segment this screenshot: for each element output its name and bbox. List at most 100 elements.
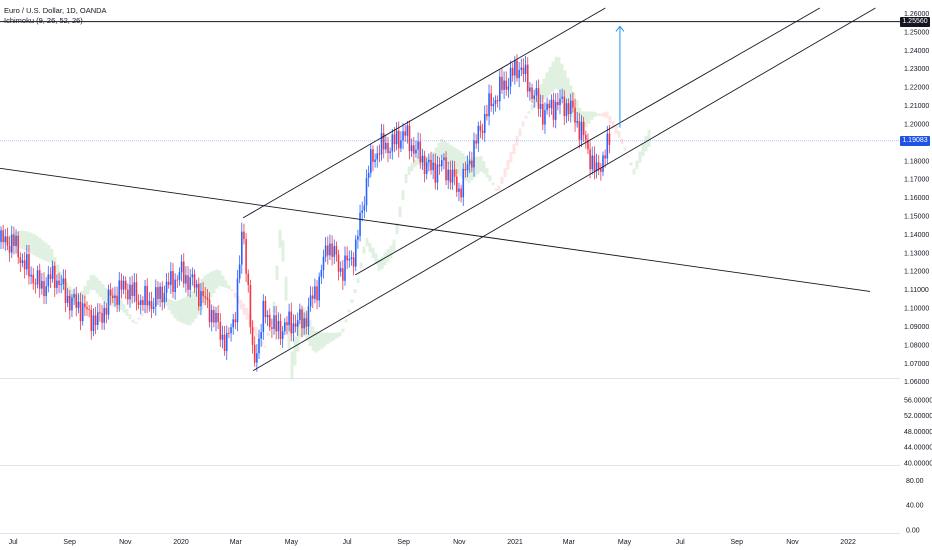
cloud-band-up bbox=[350, 299, 354, 303]
candle-body bbox=[481, 130, 484, 133]
candle-body bbox=[112, 295, 114, 298]
candle-body bbox=[172, 271, 174, 292]
cloud-band-up bbox=[185, 296, 189, 325]
candle-body bbox=[47, 274, 50, 287]
cloud-band-up bbox=[629, 162, 633, 166]
cloud-band-up bbox=[368, 242, 372, 253]
axes: 1.26000 1.25000 1.24000 1.23000 1.22000 1.210… bbox=[0, 11, 932, 546]
cloud-band-up bbox=[167, 299, 171, 310]
candle-body bbox=[94, 315, 97, 325]
candle-body bbox=[84, 303, 86, 308]
candle-body bbox=[124, 280, 127, 290]
candle-body bbox=[597, 162, 600, 169]
symbol-title[interactable]: Euro / U.S. Dollar, 1D, OANDA bbox=[4, 6, 107, 15]
cloud-band-down bbox=[623, 147, 627, 151]
candle-body bbox=[281, 331, 284, 339]
channel-middle-line[interactable] bbox=[355, 7, 821, 276]
candle-body bbox=[352, 257, 355, 267]
candle-body bbox=[322, 256, 325, 271]
cloud-band-up bbox=[134, 322, 138, 324]
cloud-band-up bbox=[491, 182, 495, 186]
candle-body bbox=[204, 296, 207, 298]
cloud-band-up bbox=[188, 294, 192, 326]
candle-body bbox=[273, 315, 275, 329]
trend-drawings[interactable] bbox=[0, 7, 900, 372]
candle-body bbox=[193, 274, 196, 288]
cloud-band-up bbox=[95, 277, 99, 294]
candle-body bbox=[133, 282, 136, 296]
cloud-band-down bbox=[614, 126, 618, 134]
candle-body bbox=[107, 289, 110, 315]
candle-body bbox=[249, 285, 252, 328]
cloud-band-up bbox=[92, 274, 96, 291]
cloud-band-down bbox=[242, 303, 246, 315]
cloud-band-up bbox=[83, 285, 87, 300]
candle-body bbox=[537, 88, 540, 109]
cloud-band-up bbox=[581, 111, 585, 131]
candle-body bbox=[327, 245, 329, 256]
candle-body bbox=[15, 235, 17, 246]
candle-body bbox=[223, 334, 226, 351]
candle-body bbox=[453, 169, 456, 177]
cloud-band-up bbox=[482, 161, 486, 174]
chart-legend: Euro / U.S. Dollar, 1D, OANDA Ichimoku (… bbox=[4, 6, 107, 26]
candle-body bbox=[542, 103, 544, 125]
cloud-band-up bbox=[212, 270, 216, 294]
indicator-tick-label: 44.00000 bbox=[904, 445, 932, 452]
oscillator-tick-label: 40.00 bbox=[906, 503, 924, 510]
candle-body bbox=[266, 314, 269, 318]
long-downtrend-line[interactable] bbox=[0, 166, 871, 292]
price-tick-label: 1.11000 bbox=[904, 287, 929, 294]
cloud-band-up bbox=[299, 308, 303, 338]
price-tick-label: 1.09000 bbox=[904, 324, 929, 331]
candle-body bbox=[213, 310, 215, 323]
price-tick-label: 1.15000 bbox=[904, 214, 929, 221]
candle-body bbox=[370, 149, 372, 174]
candle-body bbox=[479, 125, 482, 131]
cloud-band-up bbox=[572, 92, 576, 122]
candle-body bbox=[535, 88, 538, 96]
candle-body bbox=[253, 344, 256, 363]
cloud-band-up bbox=[191, 290, 195, 323]
candle-body bbox=[56, 280, 58, 288]
cloud-band-up bbox=[308, 320, 312, 347]
candle-body bbox=[367, 173, 370, 178]
candle-body bbox=[563, 96, 566, 117]
time-tick-label: Jul bbox=[9, 539, 18, 546]
candle-body bbox=[503, 80, 505, 90]
candle-body bbox=[264, 300, 267, 318]
candle-body bbox=[520, 67, 523, 70]
channel-lower-line[interactable] bbox=[252, 7, 876, 372]
candle-body bbox=[4, 236, 7, 243]
cloud-band-down bbox=[521, 121, 525, 127]
candle-body bbox=[219, 321, 222, 340]
cloud-band-down bbox=[503, 168, 507, 178]
candle-body bbox=[382, 133, 385, 150]
cloud-band-up bbox=[215, 269, 219, 289]
candle-body bbox=[163, 292, 166, 303]
candle-body bbox=[122, 280, 125, 290]
cloud-band-up bbox=[281, 240, 285, 262]
candle-body bbox=[0, 230, 2, 242]
candle-body bbox=[51, 265, 54, 279]
candle-body bbox=[574, 107, 576, 123]
cloud-band-up bbox=[410, 163, 414, 172]
indicator-title[interactable]: Ichimoku (9, 26, 52, 26) bbox=[4, 16, 83, 25]
candle-body bbox=[505, 80, 508, 90]
candle-body bbox=[19, 257, 22, 264]
channel-upper-line[interactable] bbox=[242, 7, 606, 219]
candle-body bbox=[432, 162, 434, 171]
cloud-band-up bbox=[182, 297, 186, 324]
cloud-band-up bbox=[122, 304, 126, 313]
candle-body bbox=[516, 60, 518, 79]
candle-body bbox=[268, 314, 271, 328]
cloud-band-up bbox=[26, 231, 30, 252]
cloud-band-up bbox=[329, 332, 333, 342]
candle-body bbox=[402, 131, 404, 141]
candle-body bbox=[79, 301, 82, 322]
candle-body bbox=[604, 155, 606, 159]
cloud-band-up bbox=[404, 174, 408, 184]
candle-body bbox=[41, 281, 43, 289]
candle-body bbox=[357, 236, 359, 240]
